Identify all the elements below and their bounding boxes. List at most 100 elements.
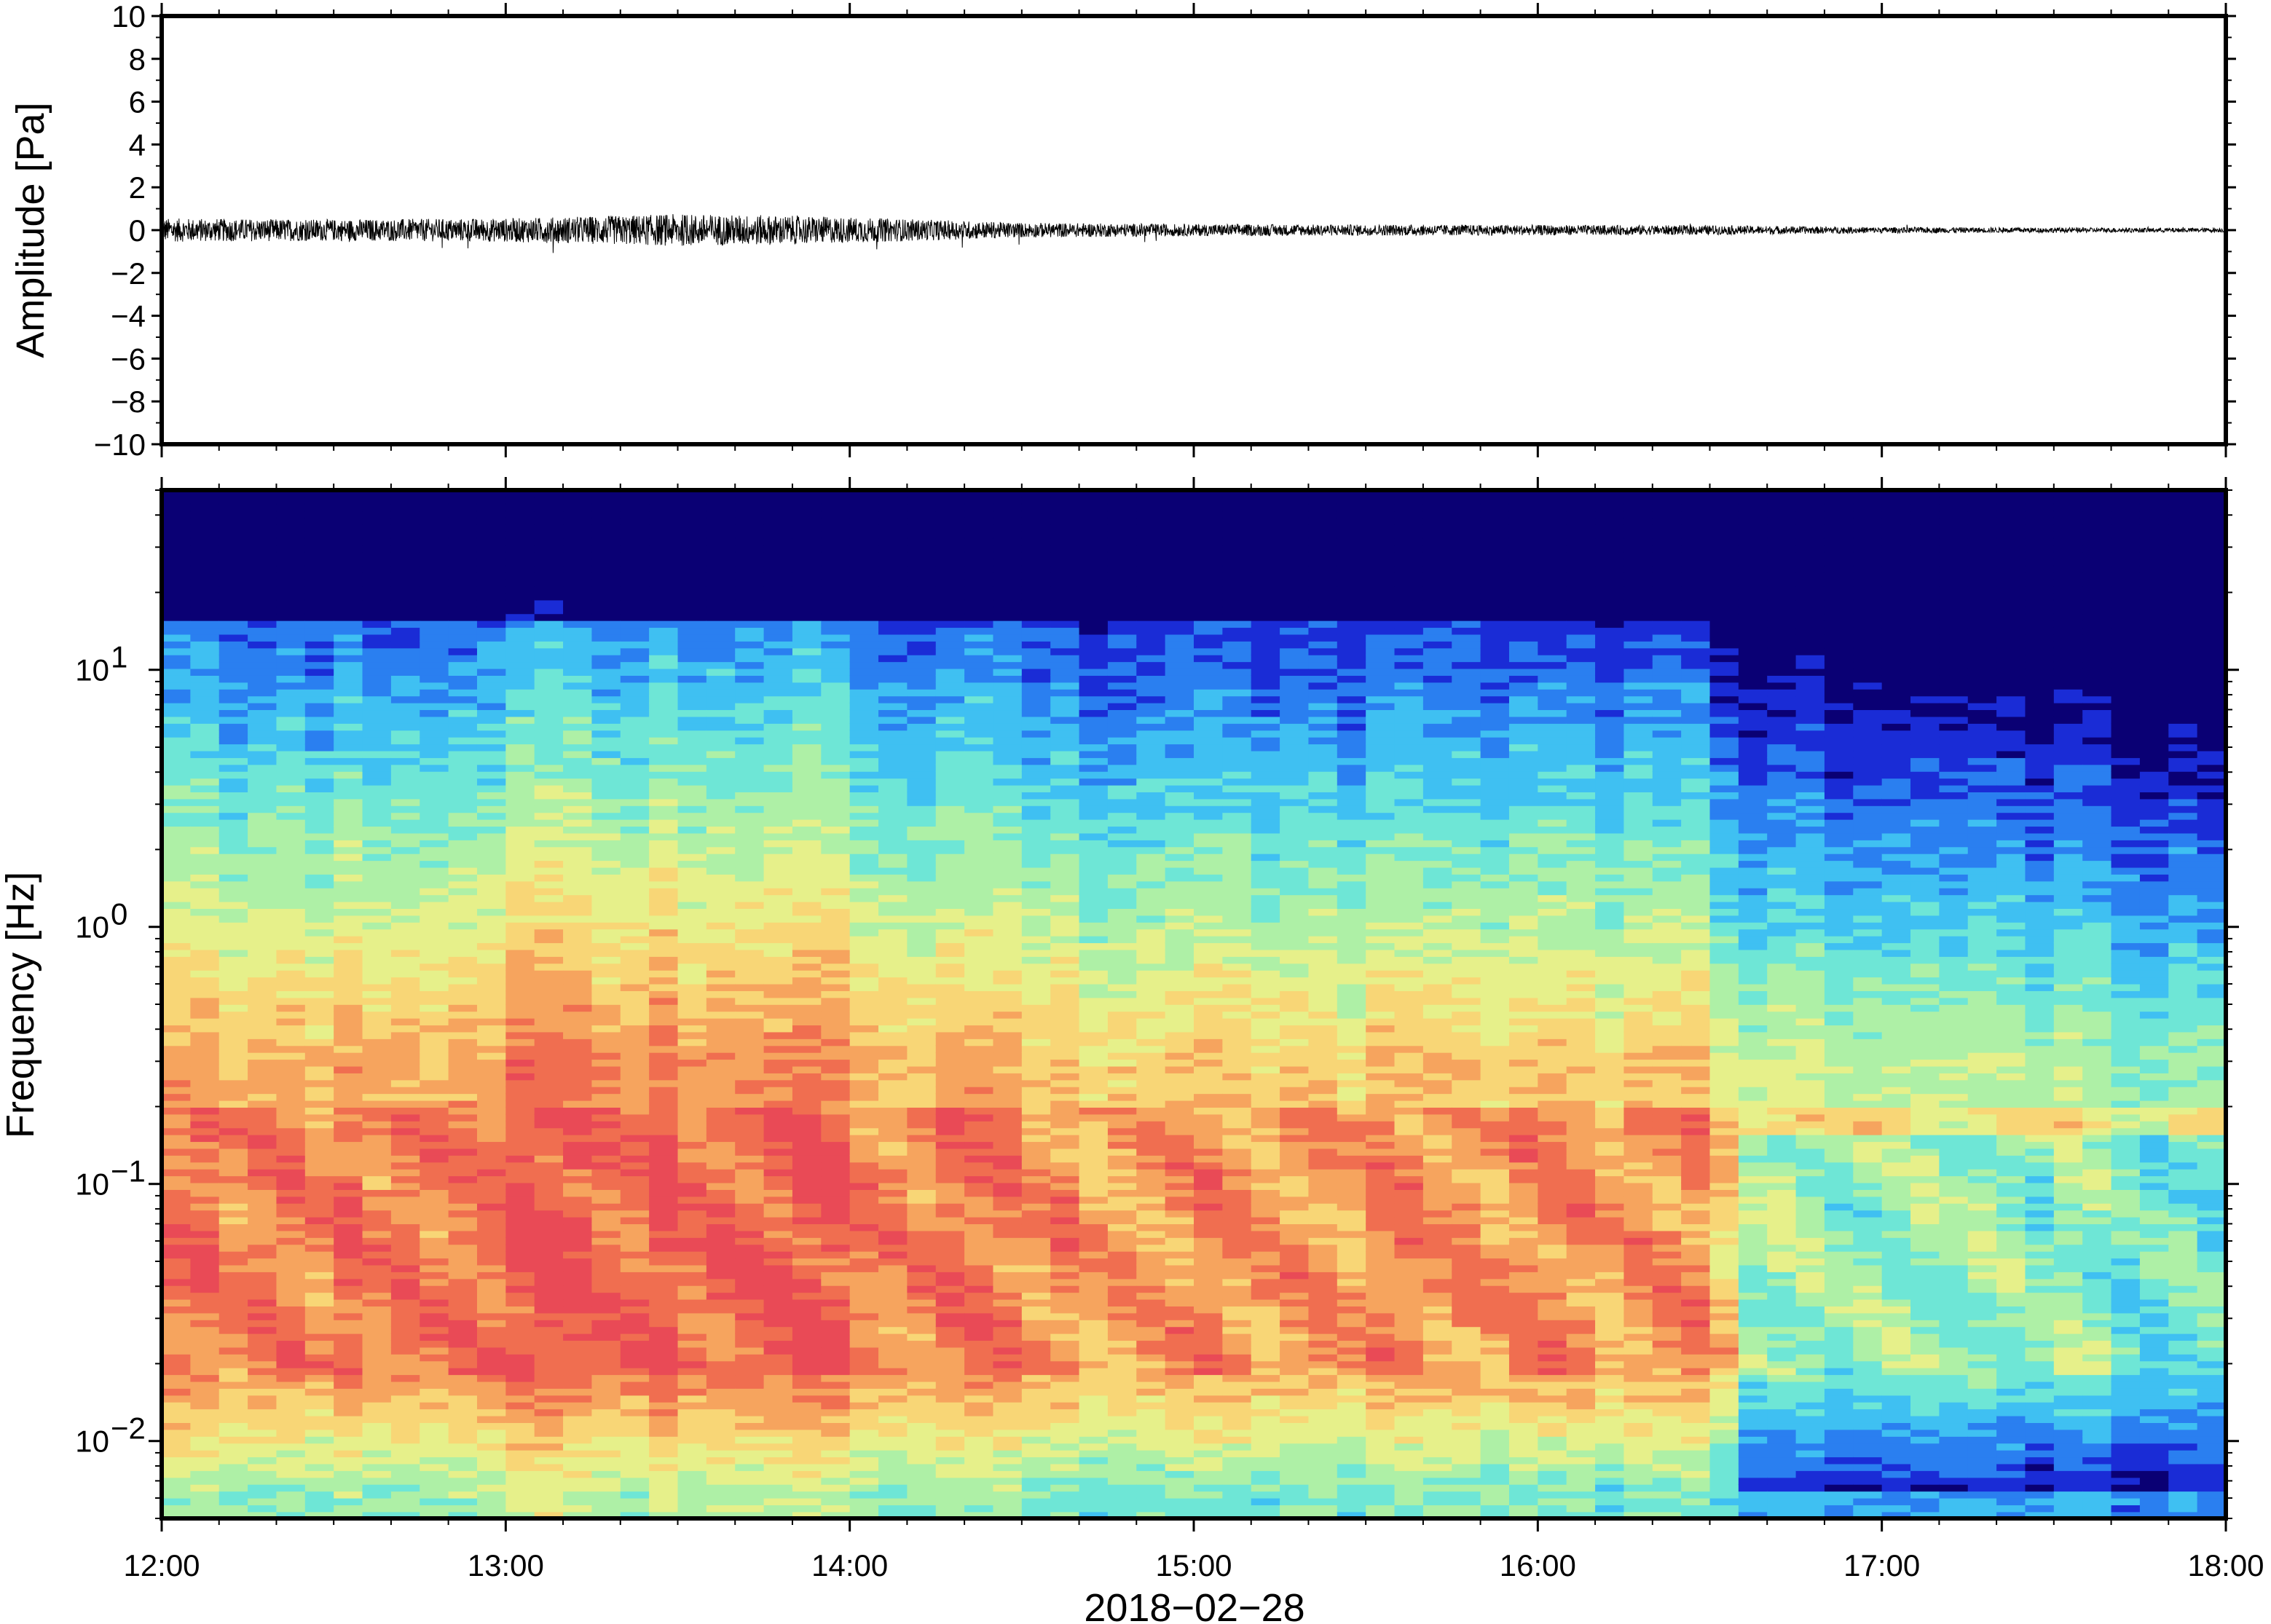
spectrogram-cell xyxy=(763,620,793,628)
spectrogram-cell xyxy=(190,1505,220,1513)
spectrogram-cell xyxy=(964,1395,994,1403)
spectrogram-cell xyxy=(706,497,736,505)
spectrogram-cell xyxy=(935,1004,965,1012)
spectrogram-cell xyxy=(993,579,1023,587)
spectrogram-cell xyxy=(649,647,679,655)
spectrogram-cell xyxy=(448,1483,478,1492)
spectrogram-cell xyxy=(1050,874,1080,882)
spectrogram-cell xyxy=(420,1497,449,1505)
spectrogram-cell xyxy=(878,1230,908,1238)
spectrogram-cell xyxy=(821,778,851,786)
spectrogram-cell xyxy=(878,1264,908,1272)
spectrogram-cell xyxy=(1021,1059,1051,1067)
spectrogram-cell xyxy=(505,1216,535,1225)
spectrogram-cell xyxy=(649,1320,679,1328)
spectrogram-cell xyxy=(878,1470,908,1478)
spectrogram-cell xyxy=(362,1360,392,1368)
spectrogram-cell xyxy=(304,620,334,628)
spectrogram-cell xyxy=(677,1121,707,1129)
spectrogram-cell xyxy=(964,887,994,896)
spectrogram-cell xyxy=(677,750,707,758)
spectrogram-cell xyxy=(219,1395,248,1403)
spectrogram-cell xyxy=(420,1272,449,1280)
spectrogram-cell xyxy=(476,490,507,498)
spectrogram-cell xyxy=(620,805,650,813)
spectrogram-cell xyxy=(792,784,822,792)
spectrogram-cell xyxy=(448,819,478,827)
spectrogram-cell xyxy=(1079,1436,1109,1444)
spectrogram-cell xyxy=(649,1278,679,1286)
spectrogram-cell xyxy=(362,545,392,553)
spectrogram-cell xyxy=(763,894,793,902)
spectrogram-cell xyxy=(162,956,192,964)
spectrogram-cell xyxy=(190,1004,220,1012)
spectrogram-cell xyxy=(190,977,220,985)
spectrogram-cell xyxy=(849,770,879,779)
spectrogram-cell xyxy=(304,819,334,827)
spectrogram-cell xyxy=(276,1244,306,1252)
spectrogram-cell xyxy=(735,935,765,944)
spectrogram-cell xyxy=(849,805,879,813)
spectrogram-cell xyxy=(219,647,248,655)
spectrogram-cell xyxy=(362,1162,392,1170)
spectrogram-cell xyxy=(1021,977,1051,985)
spectrogram-cell xyxy=(935,551,965,559)
spectrogram-cell xyxy=(476,675,507,683)
spectrogram-cell xyxy=(792,963,822,971)
spectrogram-cell xyxy=(476,1031,507,1039)
spectrogram-cell xyxy=(304,661,334,669)
spectrogram-cell xyxy=(1050,641,1080,649)
spectrogram-cell xyxy=(248,675,278,683)
spectrogram-cell xyxy=(591,874,621,882)
spectrogram-cell xyxy=(591,792,621,800)
spectrogram-cell xyxy=(219,1045,248,1053)
spectrogram-cell xyxy=(334,1059,363,1067)
spectrogram-cell xyxy=(1021,1011,1051,1019)
spectrogram-cell xyxy=(591,503,621,512)
spectrogram-cell xyxy=(706,579,736,587)
spectrogram-cell xyxy=(1021,1429,1051,1437)
spectrogram-cell xyxy=(362,1182,392,1190)
spectrogram-cell xyxy=(993,1278,1023,1286)
spectrogram-cell xyxy=(677,969,707,978)
spectrogram-cell xyxy=(276,551,306,559)
spectrogram-cell xyxy=(591,1292,621,1300)
spectrogram-cell xyxy=(448,709,478,717)
spectrogram-cell xyxy=(706,688,736,697)
spectrogram-cell xyxy=(620,1155,650,1163)
spectrogram-cell xyxy=(304,1100,334,1108)
spectrogram-cell xyxy=(505,990,535,998)
spectrogram-cell xyxy=(505,1017,535,1026)
spectrogram-cell xyxy=(334,1134,363,1143)
spectrogram-cell xyxy=(448,1196,478,1204)
spectrogram-cell xyxy=(763,1031,793,1039)
spectrogram-cell xyxy=(1050,1086,1080,1095)
spectrogram-cell xyxy=(878,1141,908,1149)
spectrogram-cell xyxy=(219,1505,248,1513)
spectrogram-cell xyxy=(935,511,965,519)
spectrogram-cell xyxy=(591,1189,621,1197)
spectrogram-cell xyxy=(935,1017,965,1026)
spectrogram-cell xyxy=(420,812,449,820)
spectrogram-cell xyxy=(792,990,822,998)
spectrogram-cell xyxy=(993,887,1023,896)
spectrogram-cell xyxy=(935,1463,965,1471)
spectrogram-cell xyxy=(248,716,278,724)
spectrogram-cell xyxy=(276,1381,306,1389)
spectrogram-cell xyxy=(907,613,937,621)
spectrogram-cell xyxy=(649,1065,679,1073)
spectrogram-cell xyxy=(907,874,937,882)
spectrogram-cell xyxy=(878,1374,908,1382)
spectrogram-cell xyxy=(878,551,908,559)
spectrogram-cell xyxy=(763,607,793,615)
spectrogram-cell xyxy=(563,1113,593,1122)
spectrogram-cell xyxy=(505,1038,535,1046)
spectrogram-cell xyxy=(276,723,306,731)
spectrogram-cell xyxy=(735,668,765,676)
spectrogram-cell xyxy=(219,1011,248,1019)
spectrogram-cell xyxy=(1079,1483,1109,1492)
spectrogram-cell xyxy=(591,1367,621,1376)
spectrogram-cell xyxy=(334,627,363,635)
spectrogram-cell xyxy=(735,1065,765,1073)
